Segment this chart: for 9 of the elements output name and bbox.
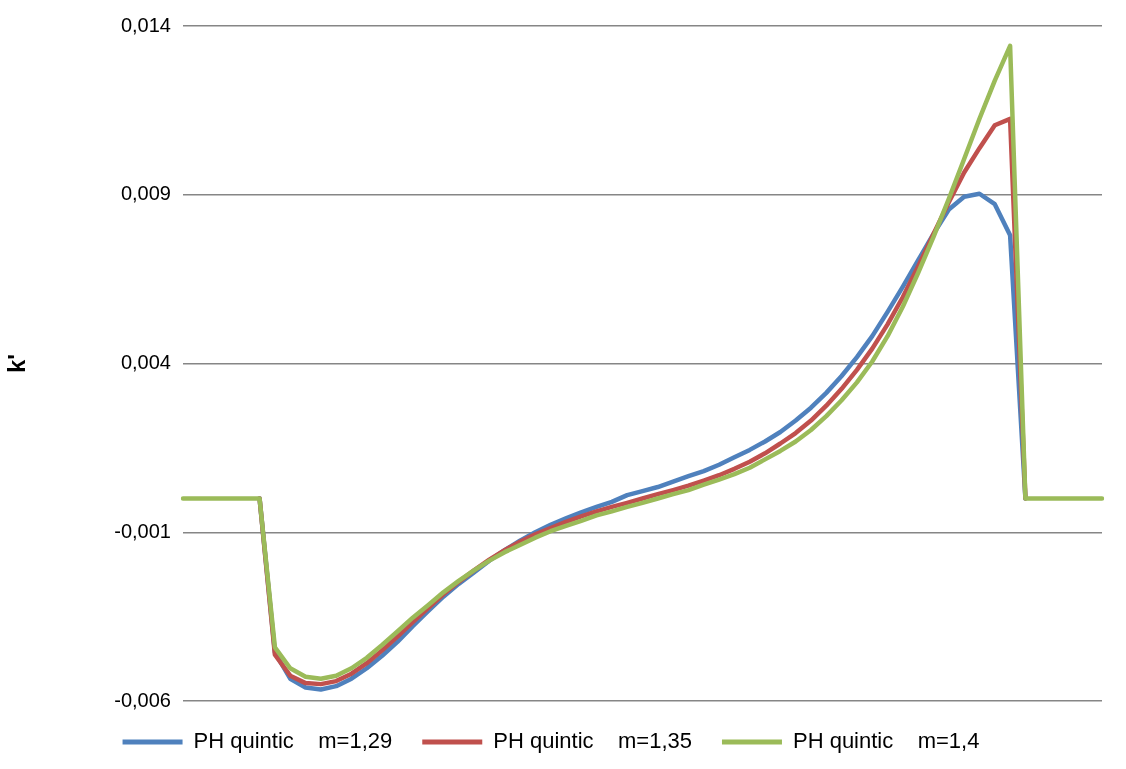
- legend-label: PH quintic m=1,29: [193, 728, 393, 754]
- y-tick-label: 0,009: [120, 182, 171, 205]
- y-tick-label: -0,001: [114, 519, 171, 542]
- y-tick-label: -0,006: [114, 688, 171, 711]
- y-axis-title: k': [3, 353, 31, 374]
- legend-label: PH quintic m=1,35: [493, 728, 692, 754]
- legend-label: PH quintic m=1,4: [792, 728, 980, 754]
- y-tick-label: 0,014: [120, 13, 171, 36]
- y-tick-label: 0,004: [120, 351, 171, 374]
